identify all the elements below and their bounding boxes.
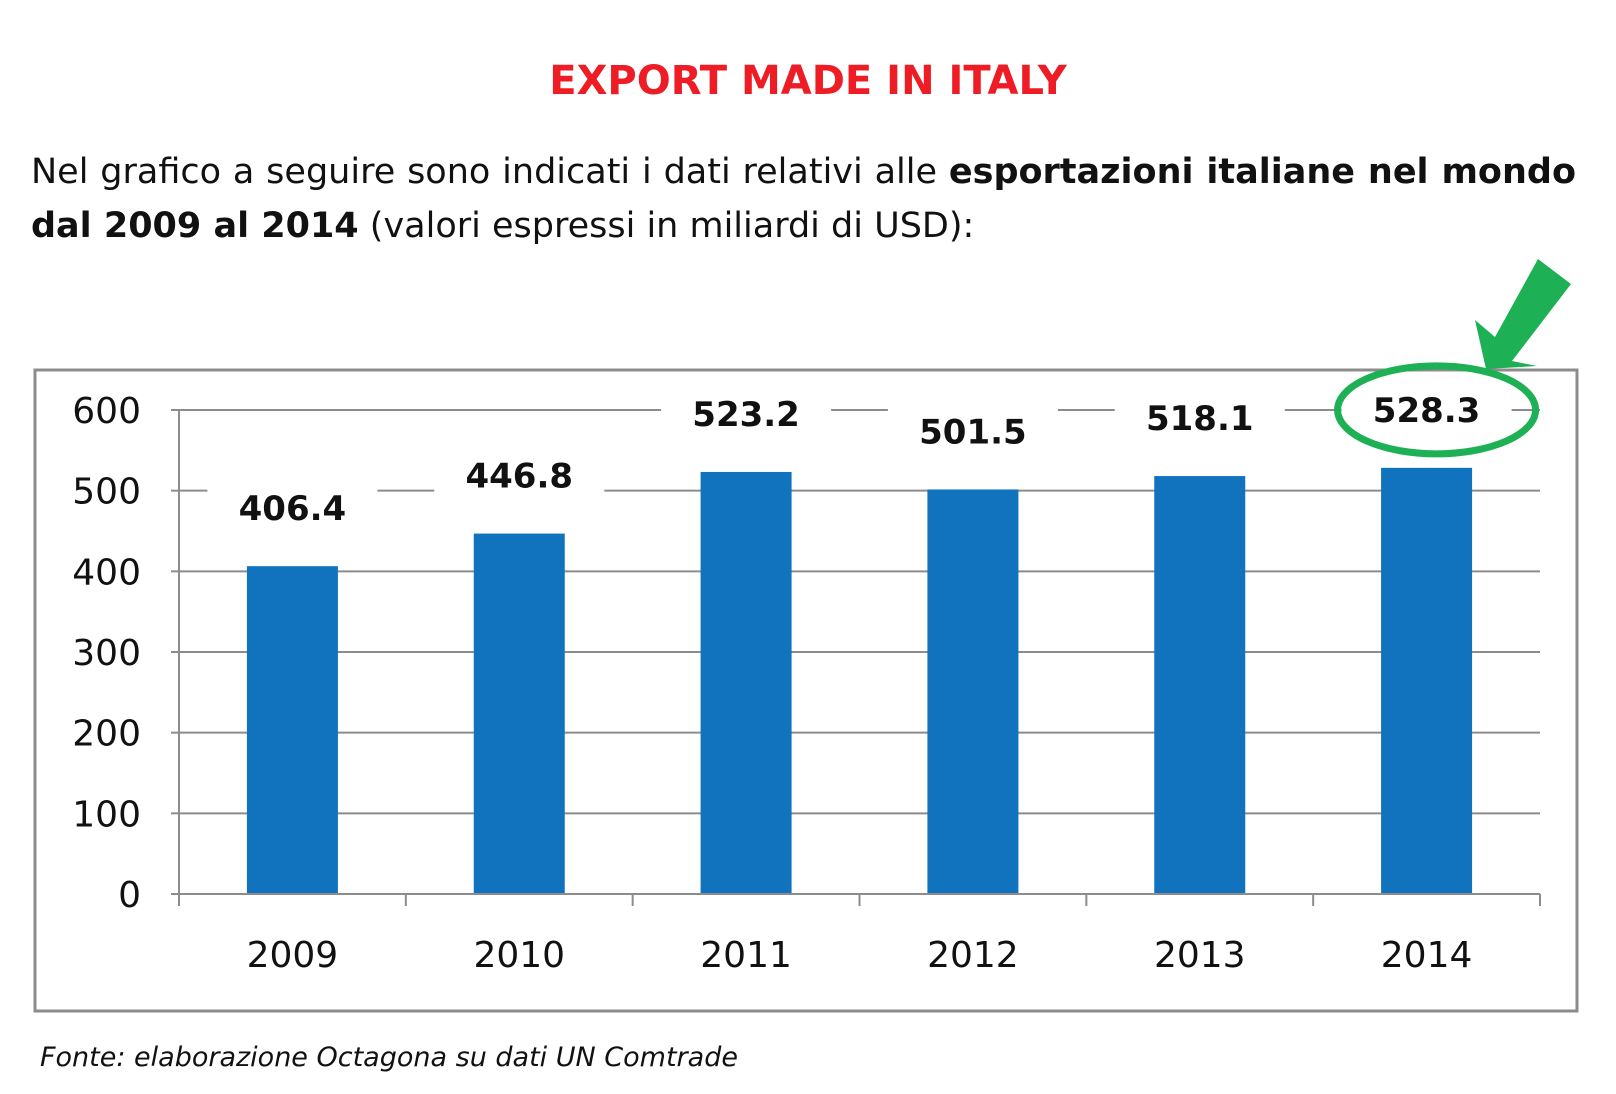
data-label-2011: 523.2 bbox=[692, 395, 800, 435]
arrow-down-left-icon bbox=[1475, 259, 1571, 369]
y-tick-label: 500 bbox=[72, 472, 141, 513]
x-tick-label: 2010 bbox=[473, 935, 565, 976]
bar-2010 bbox=[473, 533, 565, 894]
intro-paragraph: Nel grafico a seguire sono indicati i da… bbox=[31, 145, 1576, 253]
data-label-2013: 518.1 bbox=[1146, 399, 1254, 439]
intro-text-end: (valori espressi in miliardi di USD): bbox=[358, 206, 975, 246]
data-label-2010: 446.8 bbox=[465, 457, 573, 497]
data-label-bg bbox=[434, 449, 605, 500]
x-tick-label: 2011 bbox=[700, 935, 792, 976]
x-tick-label: 2014 bbox=[1381, 935, 1473, 976]
data-label-2014: 528.3 bbox=[1373, 391, 1481, 431]
x-tick-label: 2012 bbox=[927, 935, 1019, 976]
page-title: EXPORT MADE IN ITALY bbox=[549, 58, 1067, 104]
bar-2011 bbox=[700, 471, 792, 894]
bar-2014 bbox=[1381, 467, 1473, 894]
y-tick-label: 600 bbox=[72, 391, 141, 432]
bar-2012 bbox=[927, 489, 1019, 894]
y-tick-label: 200 bbox=[72, 714, 141, 755]
highlight-ellipse bbox=[1334, 362, 1540, 458]
bar-2013 bbox=[1154, 476, 1246, 894]
intro-bold-text: esportazioni italiane nel mondo dal 2009… bbox=[31, 152, 1576, 246]
data-label-bg bbox=[1341, 383, 1512, 434]
data-label-2009: 406.4 bbox=[239, 489, 347, 529]
y-tick-label: 400 bbox=[72, 552, 141, 593]
y-tick-label: 300 bbox=[72, 633, 141, 674]
data-label-2012: 501.5 bbox=[919, 412, 1027, 452]
intro-text: Nel grafico a seguire sono indicati i da… bbox=[31, 152, 949, 192]
data-label-bg bbox=[887, 405, 1058, 456]
x-tick-label: 2013 bbox=[1154, 935, 1246, 976]
y-tick-label: 100 bbox=[72, 794, 141, 835]
x-tick-label: 2009 bbox=[247, 935, 339, 976]
y-tick-label: 0 bbox=[118, 875, 141, 916]
source-note: Fonte: elaborazione Octagona su dati UN … bbox=[40, 1042, 738, 1073]
bar-2009 bbox=[246, 566, 338, 894]
data-label-bg bbox=[207, 482, 378, 533]
data-label-bg bbox=[1114, 392, 1285, 443]
data-label-bg bbox=[661, 387, 832, 438]
